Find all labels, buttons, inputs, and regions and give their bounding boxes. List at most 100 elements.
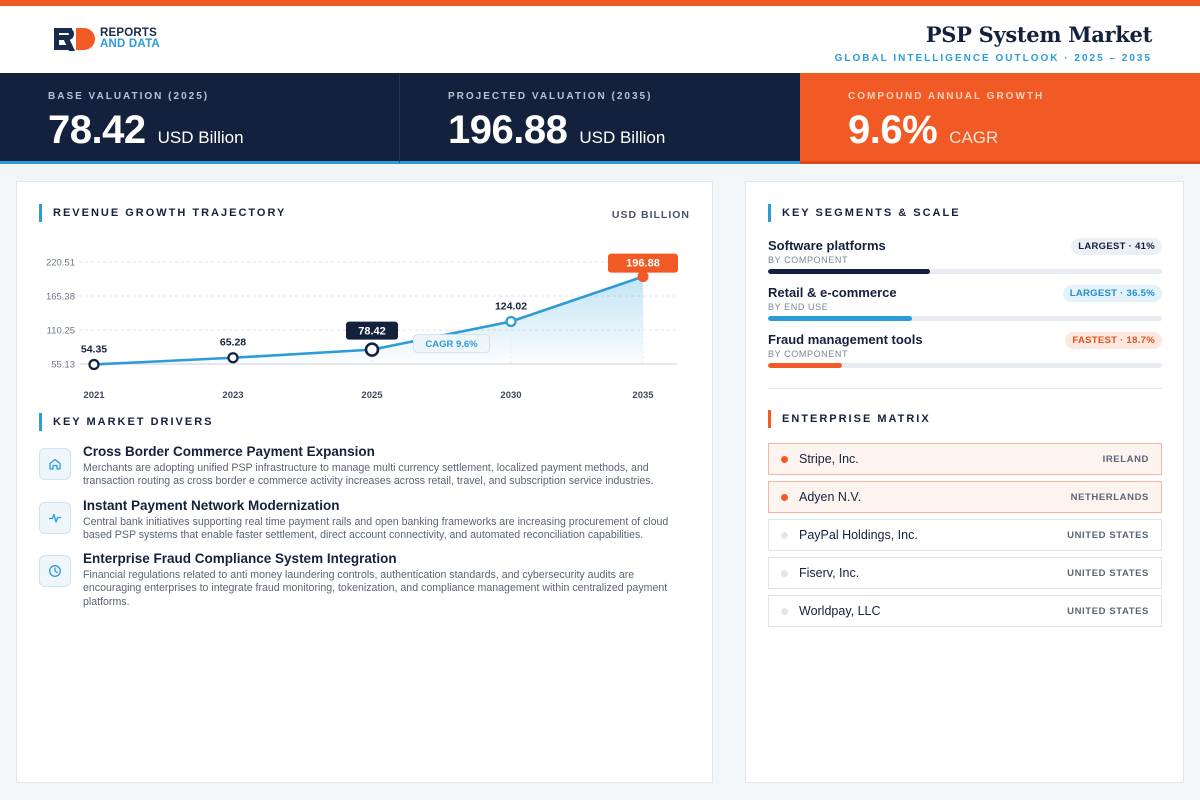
enterprise-row[interactable]: PayPal Holdings, Inc. UNITED STATES xyxy=(768,519,1162,551)
section-accent-bar xyxy=(39,413,42,431)
driver-title: Enterprise Fraud Compliance System Integ… xyxy=(83,551,397,567)
enterprise-country: NETHERLANDS xyxy=(1070,491,1149,503)
clock-icon xyxy=(39,555,71,588)
data-label-box xyxy=(608,253,678,273)
enterprise-name: Fiserv, Inc. xyxy=(799,566,860,580)
driver-item: Enterprise Fraud Compliance System Integ… xyxy=(39,551,689,609)
y-tick-label: 110.25 xyxy=(47,326,75,337)
segment-progress-fill xyxy=(768,363,842,368)
page-title: PSP System Market xyxy=(925,22,1153,47)
segment-name: Retail & e-commerce xyxy=(768,285,897,300)
status-dot xyxy=(781,493,788,501)
segment-badge: LARGEST · 41% xyxy=(1071,238,1162,255)
enterprise-name: Adyen N.V. xyxy=(799,490,862,504)
section-accent-bar xyxy=(768,204,771,222)
segment-category: BY COMPONENT xyxy=(768,349,849,359)
home-icon xyxy=(39,448,71,480)
driver-description: Merchants are adopting unified PSP infra… xyxy=(83,462,654,488)
brand-logo[interactable]: REPORTS AND DATA xyxy=(54,26,160,52)
segment-name: Fraud management tools xyxy=(768,332,923,347)
segment-item: Retail & e-commerce BY END USE LARGEST ·… xyxy=(768,285,1162,332)
section-accent-bar xyxy=(768,410,771,428)
segment-item: Fraud management tools BY COMPONENT FAST… xyxy=(768,332,1162,379)
segment-badge: LARGEST · 36.5% xyxy=(1062,285,1162,302)
driver-item: Cross Border Commerce Payment Expansion … xyxy=(39,444,689,489)
enterprise-row[interactable]: Stripe, Inc. IRELAND xyxy=(768,443,1162,475)
driver-title: Cross Border Commerce Payment Expansion xyxy=(83,444,375,459)
enterprise-name: Stripe, Inc. xyxy=(799,452,859,466)
data-point xyxy=(505,315,517,328)
segment-progress-track xyxy=(768,363,1162,368)
enterprise-country: IRELAND xyxy=(1102,453,1149,465)
enterprise-row[interactable]: Adyen N.V. NETHERLANDS xyxy=(768,481,1162,513)
kpi-unit: USD Billion xyxy=(157,128,244,147)
x-tick-label: 2021 xyxy=(83,390,105,401)
segment-badge: FASTEST · 18.7% xyxy=(1065,332,1162,349)
page-subtitle: GLOBAL INTELLIGENCE OUTLOOK · 2025 – 203… xyxy=(834,53,1152,64)
driver-title: Instant Payment Network Modernization xyxy=(83,497,340,513)
segment-progress-fill xyxy=(768,269,930,274)
segment-progress-track xyxy=(768,316,1162,321)
driver-item: Instant Payment Network Modernization Ce… xyxy=(39,498,689,543)
enterprise-matrix: Stripe, Inc. IRELAND Adyen N.V. NETHERLA… xyxy=(768,443,1162,633)
kpi-label: COMPOUND ANNUAL GROWTH xyxy=(848,91,1045,102)
brand-line-1: REPORTS xyxy=(100,27,157,39)
data-label: 196.88 xyxy=(626,258,660,270)
activity-icon xyxy=(39,501,71,534)
top-accent-bar xyxy=(0,0,1200,6)
page-header: REPORTS AND DATA PSP System Market GLOBA… xyxy=(0,6,1200,73)
revenue-title-text: REVENUE GROWTH TRAJECTORY xyxy=(53,207,287,219)
revenue-chart: 55.13 110.25 165.38 220.51 CAGR 9.6% 54.35 202… xyxy=(39,240,699,410)
title-block: PSP System Market GLOBAL INTELLIGENCE OU… xyxy=(834,22,1153,64)
segment-category: BY COMPONENT xyxy=(768,255,849,265)
segments-section-title: KEY SEGMENTS & SCALE xyxy=(768,204,961,222)
area-fill xyxy=(94,276,643,365)
x-tick-label: 2023 xyxy=(222,390,243,401)
data-label: 78.42 xyxy=(358,326,386,338)
driver-description: Central bank initiatives supporting real… xyxy=(83,515,669,541)
enterprise-name: Worldpay, LLC xyxy=(799,604,881,618)
drivers-list: Cross Border Commerce Payment Expansion … xyxy=(39,444,689,618)
revenue-section-title: REVENUE GROWTH TRAJECTORY xyxy=(39,204,286,222)
enterprise-name: PayPal Holdings, Inc. xyxy=(799,528,918,542)
revenue-unit-label: USD BILLION xyxy=(611,209,690,221)
status-dot xyxy=(781,569,788,577)
enterprise-country: UNITED STATES xyxy=(1067,529,1149,541)
driver-description: Financial regulations related to anti mo… xyxy=(83,569,668,608)
brand-logo-text: REPORTS AND DATA xyxy=(100,27,160,50)
segment-item: Software platforms BY COMPONENT LARGEST … xyxy=(768,238,1162,285)
section-divider xyxy=(768,388,1162,389)
data-label-box xyxy=(346,321,398,340)
kpi-value: 196.88 xyxy=(448,108,568,152)
data-point xyxy=(88,358,100,371)
kpi-base-valuation: BASE VALUATION (2025) 78.42 USD Billion xyxy=(0,73,400,164)
revenue-panel: REVENUE GROWTH TRAJECTORY USD BILLION 55… xyxy=(16,181,713,783)
kpi-label: PROJECTED VALUATION (2035) xyxy=(448,91,653,102)
kpi-unit: USD Billion xyxy=(579,128,666,147)
segment-category: BY END USE xyxy=(768,302,829,312)
data-label: 65.28 xyxy=(220,337,246,349)
y-tick-label: 165.38 xyxy=(46,292,75,303)
enterprise-row[interactable]: Fiserv, Inc. UNITED STATES xyxy=(768,557,1162,589)
kpi-cagr: COMPOUND ANNUAL GROWTH 9.6% CAGR xyxy=(800,73,1200,164)
kpi-label: BASE VALUATION (2025) xyxy=(48,91,210,102)
segment-progress-fill xyxy=(768,316,912,321)
kpi-value: 9.6% xyxy=(848,108,938,152)
segments-panel: KEY SEGMENTS & SCALE Software platforms … xyxy=(745,181,1184,783)
status-dot xyxy=(781,531,788,539)
data-point xyxy=(227,352,239,364)
brand-line-2: AND DATA xyxy=(100,38,160,50)
segment-name: Software platforms xyxy=(768,238,886,253)
brand-logo-mark xyxy=(54,26,96,52)
segment-progress-track xyxy=(768,269,1162,274)
data-point xyxy=(364,342,380,357)
status-dot xyxy=(781,455,788,463)
segments-title-text: KEY SEGMENTS & SCALE xyxy=(782,207,961,219)
data-label: 124.02 xyxy=(495,301,527,313)
cagr-annotation-box xyxy=(413,334,490,354)
enterprise-row[interactable]: Worldpay, LLC UNITED STATES xyxy=(768,595,1162,627)
x-tick-label: 2035 xyxy=(632,390,654,401)
y-tick-label: 220.51 xyxy=(46,258,75,269)
section-accent-bar xyxy=(39,204,42,222)
revenue-chart-svg: 55.13 110.25 165.38 220.51 CAGR 9.6% 54.35 202… xyxy=(46,253,678,401)
